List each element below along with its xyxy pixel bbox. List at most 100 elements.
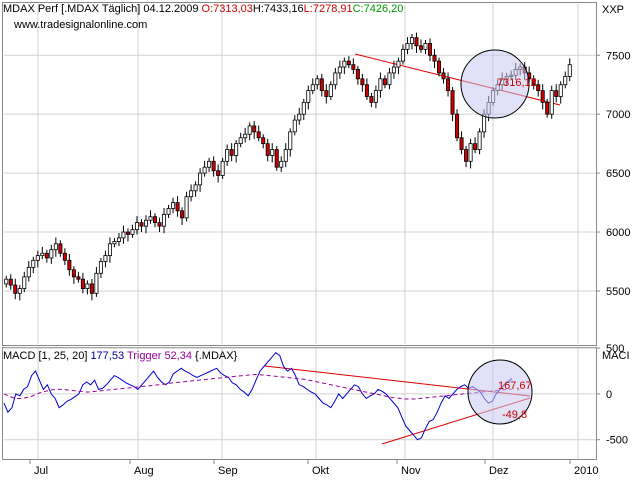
candle-body	[301, 101, 306, 115]
candle-body	[256, 131, 261, 139]
candle-body	[378, 78, 383, 92]
candle-body	[22, 276, 27, 290]
candle-body	[414, 37, 419, 47]
candle-body	[157, 222, 162, 227]
candle-body	[53, 243, 58, 251]
candle-body	[252, 125, 257, 133]
close-label: C:7426,20	[352, 3, 404, 15]
candle-body	[175, 202, 180, 212]
candle-body	[17, 288, 22, 294]
candle-body	[279, 160, 284, 168]
candle-body	[184, 196, 189, 219]
price-tick-label: 6500	[606, 168, 630, 180]
candle-body	[220, 160, 225, 176]
candle-body	[418, 45, 423, 50]
candle-body	[459, 137, 464, 150]
candle-body	[270, 149, 275, 156]
candle-body	[337, 66, 342, 74]
symbol-label: MDAX Perf [.MDAX Täglich]	[3, 3, 141, 15]
candle-body	[369, 96, 374, 103]
candle-body	[427, 43, 432, 56]
candle-body	[171, 202, 176, 209]
candle-body	[80, 278, 85, 290]
candle-body	[180, 210, 185, 219]
macd-source-label: {.MDAX}	[195, 350, 238, 362]
candle-body	[234, 143, 239, 156]
candle-body	[554, 90, 559, 97]
candle-body	[243, 133, 248, 139]
candle-body	[567, 64, 572, 77]
candle-body	[563, 76, 568, 86]
candle-body	[549, 90, 554, 115]
candle-body	[8, 278, 13, 286]
price-panel-frame	[2, 2, 597, 346]
candle-body	[351, 64, 356, 70]
candle-body	[324, 90, 329, 97]
candle-body	[328, 84, 333, 97]
candle-body	[103, 255, 108, 262]
candle-body	[216, 170, 221, 176]
candle-body	[283, 149, 288, 162]
candle-body	[94, 272, 99, 294]
candle-body	[292, 119, 297, 133]
candle-body	[409, 37, 414, 44]
x-tick-label: Aug	[134, 465, 154, 477]
x-tick-label: Jul	[34, 465, 48, 477]
candle-body	[531, 78, 536, 86]
candle-body	[4, 278, 9, 285]
website-url: www.tradesignalonline.com	[14, 19, 148, 31]
candle-body	[545, 101, 550, 115]
high-label: H:7433,16	[252, 3, 304, 15]
candle-body	[62, 252, 67, 261]
candle-body	[306, 90, 311, 103]
candle-body	[310, 84, 315, 92]
candle-body	[468, 143, 473, 162]
highlight-circles	[460, 49, 533, 425]
macd-value-annotation: 167,67	[498, 380, 532, 392]
macd-line	[3, 352, 513, 441]
candle-body	[130, 229, 135, 235]
candle-body	[558, 84, 563, 97]
candle-body	[98, 261, 103, 274]
candle-body	[432, 54, 437, 62]
trigger-value-annotation: -49,8	[502, 409, 528, 421]
date-label: 04.12.2009	[143, 3, 199, 15]
candle-body	[437, 60, 442, 74]
x-tick-label: Nov	[401, 465, 421, 477]
price-tick-label: 6000	[606, 227, 630, 239]
price-last-annotation: 7316,12	[497, 77, 537, 89]
candle-body	[536, 84, 541, 92]
candle-body	[446, 78, 451, 92]
candle-body	[229, 149, 234, 156]
candle-body	[49, 249, 54, 259]
candle-body	[342, 60, 347, 68]
low-label: L:7278,91	[303, 3, 353, 15]
candle-body	[198, 172, 203, 186]
candle-body	[31, 259, 36, 268]
candle-body	[26, 266, 31, 278]
candle-body	[116, 237, 121, 242]
candle-body	[238, 137, 243, 145]
candle-body	[261, 137, 266, 145]
x-tick-label: Okt	[312, 465, 329, 477]
candle-body	[391, 66, 396, 74]
candle-body	[35, 255, 40, 261]
trigger-label: Trigger 52,34	[126, 350, 192, 362]
candle-body	[71, 269, 76, 278]
candle-body	[382, 78, 387, 86]
candle-body	[423, 43, 428, 50]
candle-body	[193, 184, 198, 192]
candle-body	[211, 160, 216, 172]
x-tick-label: Sep	[218, 465, 238, 477]
candle-body	[166, 208, 171, 215]
candle-body	[89, 283, 94, 294]
macd-highlight-circle	[467, 359, 533, 425]
candle-body	[225, 149, 230, 162]
candle-body	[405, 43, 410, 50]
candle-body	[13, 284, 18, 294]
candle-body	[247, 125, 252, 135]
candle-body	[364, 84, 369, 97]
candle-body	[202, 166, 207, 174]
x-tick-label: Dez	[489, 465, 509, 477]
candle-body	[44, 252, 49, 259]
